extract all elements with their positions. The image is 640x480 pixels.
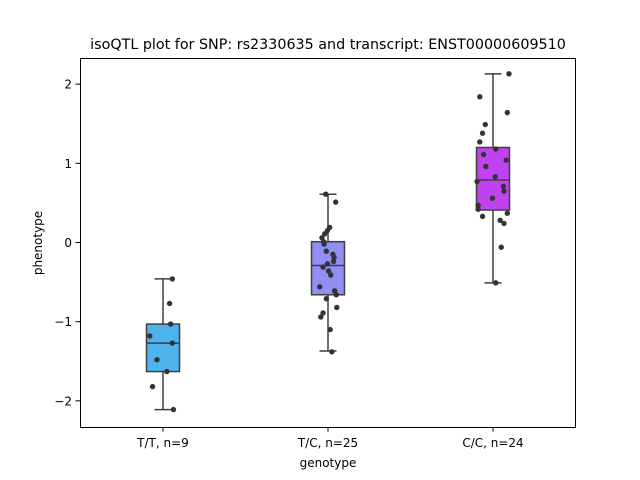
data-point [477,139,483,145]
data-point [479,213,486,220]
data-point [149,383,156,390]
data-point [475,206,481,212]
y-axis: −2 −1 0 1 2 [54,78,80,408]
chart-title: isoQTL plot for SNP: rs2330635 and trans… [90,37,566,53]
data-point [327,326,333,333]
data-point [501,188,507,194]
data-point [323,191,329,197]
data-point [333,199,339,205]
data-point [317,284,323,290]
data-point [503,157,509,163]
data-point [504,109,510,116]
data-point [492,174,498,180]
x-tick-label: T/T, n=9 [136,436,189,450]
data-point [497,217,503,224]
data-point [168,321,174,327]
data-point [493,280,499,286]
data-point [170,406,177,413]
data-point [323,248,330,254]
data-point [328,272,334,278]
data-point [166,300,173,307]
data-point [504,210,510,216]
x-axis-label: genotype [300,456,357,470]
data-point [477,94,483,100]
points-group-3 [474,71,512,286]
y-tick-label: 2 [64,78,72,92]
data-point [333,292,339,298]
y-tick-label: −2 [54,394,72,408]
y-tick-label: 1 [64,157,72,171]
points-group-2 [317,191,340,355]
y-axis-label: phenotype [31,211,45,275]
x-tick-label: C/C, n=24 [462,436,523,450]
y-tick-label: 0 [64,236,72,250]
box-iqr [145,323,181,373]
data-point [489,195,496,201]
data-point [331,254,337,261]
data-point [323,296,330,302]
data-point [500,183,507,189]
data-point [324,261,331,267]
data-point [474,178,480,185]
data-point [506,71,512,77]
data-point [501,220,507,227]
data-point [169,276,176,282]
data-point [330,258,337,265]
x-axis: T/T, n=9 T/C, n=25 C/C, n=24 [136,427,524,450]
data-point [320,310,326,316]
data-point [483,163,489,170]
data-point [493,146,499,152]
data-point [325,268,332,274]
data-point [329,349,335,355]
data-point [154,356,160,363]
data-point [164,368,170,375]
data-point [320,264,326,270]
data-point [334,304,340,311]
data-point [321,241,327,247]
data-point [480,151,487,158]
data-point [498,244,504,250]
data-point [322,231,328,237]
points-group-1 [147,276,177,413]
data-point [475,202,481,208]
data-point [169,340,176,346]
y-tick-label: −1 [54,315,72,329]
data-point [147,333,153,339]
data-point [482,121,488,128]
plot-area [145,71,512,413]
x-tick-label: T/C, n=25 [297,436,358,450]
data-point [479,130,486,136]
box-group-1 [145,278,181,411]
data-point [318,314,324,320]
